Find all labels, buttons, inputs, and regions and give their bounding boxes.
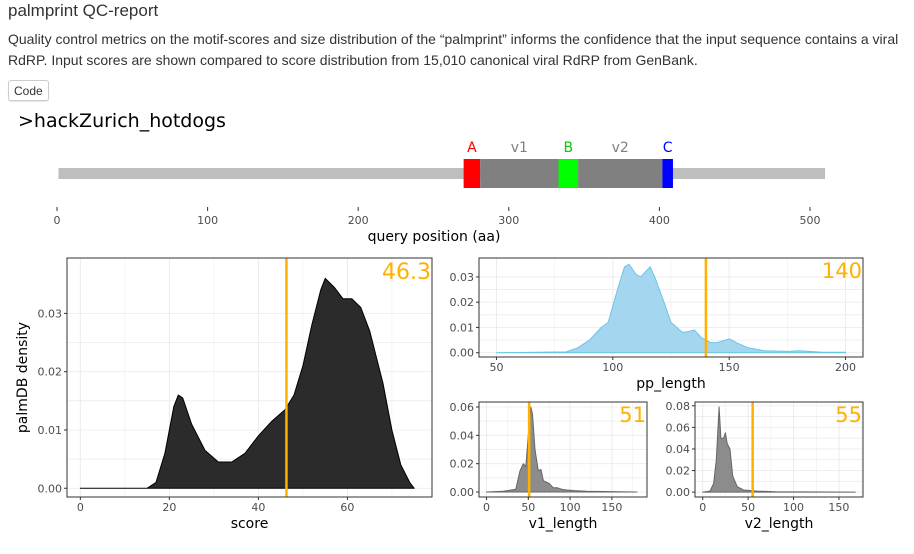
description: Quality control metrics on the motif-sco… <box>8 31 899 68</box>
y-tick-label: 0.00 <box>666 486 691 499</box>
chart-pp_length: 140 50 100 150 200 0.00 0.01 0.02 0.03 pp_length <box>450 257 864 392</box>
motif-label-B: B <box>563 140 573 156</box>
panel-border <box>478 257 864 358</box>
x-axis-title: pp_length <box>636 376 705 392</box>
y-tick-label: 0.08 <box>666 400 691 413</box>
density-area <box>495 263 847 354</box>
x-tick-label: 20 <box>162 501 176 514</box>
x-tick-label: 0 <box>699 501 706 514</box>
input-value-label: 55 <box>835 403 862 427</box>
y-tick-label: 0.00 <box>450 347 475 360</box>
y-tick-label: 0.03 <box>450 271 475 284</box>
x-tick-label: 0 <box>54 214 61 227</box>
y-tick-label: 0.02 <box>450 458 475 471</box>
y-tick-label: 0.02 <box>666 465 691 478</box>
x-tick-label: 500 <box>800 214 821 227</box>
x-tick-label: 200 <box>835 361 856 374</box>
code-button[interactable]: Code <box>8 80 49 101</box>
x-tick-label: 100 <box>783 501 804 514</box>
x-tick-label: 150 <box>601 501 622 514</box>
y-tick-label: 0.02 <box>450 296 475 309</box>
chart-v1_length: 51 0 50 100 150 0.00 0.02 0.04 0.06 v1_length <box>450 401 648 532</box>
x-tick-label: 50 <box>521 501 535 514</box>
motif-label-v2: v2 <box>612 140 629 156</box>
motif-segment-v2 <box>578 159 663 188</box>
chart-score: 46.3 0 20 40 60 0.00 0.01 0.02 0.03 score palmDB d… <box>15 257 433 532</box>
x-tick-label: 100 <box>602 361 623 374</box>
x-tick-label: 50 <box>741 501 755 514</box>
panel-border <box>66 257 433 498</box>
motif-segment-C <box>662 159 673 188</box>
y-tick-label: 0.00 <box>38 482 63 495</box>
y-tick-label: 0.03 <box>38 307 63 320</box>
chart-v2_length: 55 0 50 100 150 0.00 0.02 0.04 0.06 0.08 v2_length <box>666 400 864 532</box>
x-axis-title: v2_length <box>745 516 814 532</box>
y-tick-label: 0.01 <box>450 321 475 334</box>
x-tick-label: 40 <box>251 501 265 514</box>
motif-segment-v1 <box>480 159 559 188</box>
page-title: palmprint QC-report <box>8 1 159 20</box>
x-tick-label: 100 <box>560 501 581 514</box>
x-tick-label: 400 <box>649 214 670 227</box>
y-tick-label: 0.04 <box>450 429 475 442</box>
density-area <box>702 406 856 493</box>
y-tick-label: 0.02 <box>38 366 63 379</box>
x-axis-title: v1_length <box>529 516 598 532</box>
y-tick-label: 0.04 <box>666 443 691 456</box>
motif-label-A: A <box>467 140 477 156</box>
x-tick-label: 150 <box>828 501 849 514</box>
input-value-label: 51 <box>619 403 646 427</box>
motif-label-C: C <box>663 140 673 156</box>
panel-border <box>478 401 648 498</box>
x-axis-title: score <box>231 516 269 532</box>
query-bar <box>58 168 826 179</box>
y-tick-label: 0.00 <box>450 486 475 499</box>
motif-segment-B <box>558 159 579 188</box>
density-area <box>79 277 415 489</box>
input-value-label: 46.3 <box>382 260 431 285</box>
x-tick-label: 60 <box>340 501 354 514</box>
sequence-name: >hackZurich_hotdogs <box>18 110 226 132</box>
x-tick-label: 150 <box>719 361 740 374</box>
x-axis-title: query position (aa) <box>368 229 501 245</box>
motif-segment-A <box>463 159 481 188</box>
y-tick-label: 0.01 <box>38 424 63 437</box>
x-tick-label: 300 <box>498 214 519 227</box>
x-tick-label: 200 <box>348 214 369 227</box>
y-tick-label: 0.06 <box>450 401 475 414</box>
x-tick-label: 50 <box>489 361 503 374</box>
x-tick-label: 100 <box>197 214 218 227</box>
density-area <box>486 406 638 493</box>
x-tick-label: 0 <box>77 501 84 514</box>
y-axis-title: palmDB density <box>15 322 31 433</box>
motif-label-v1: v1 <box>511 140 528 156</box>
y-tick-label: 0.06 <box>666 421 691 434</box>
input-value-label: 140 <box>822 259 862 283</box>
panel-border <box>694 401 864 498</box>
x-tick-label: 0 <box>483 501 490 514</box>
